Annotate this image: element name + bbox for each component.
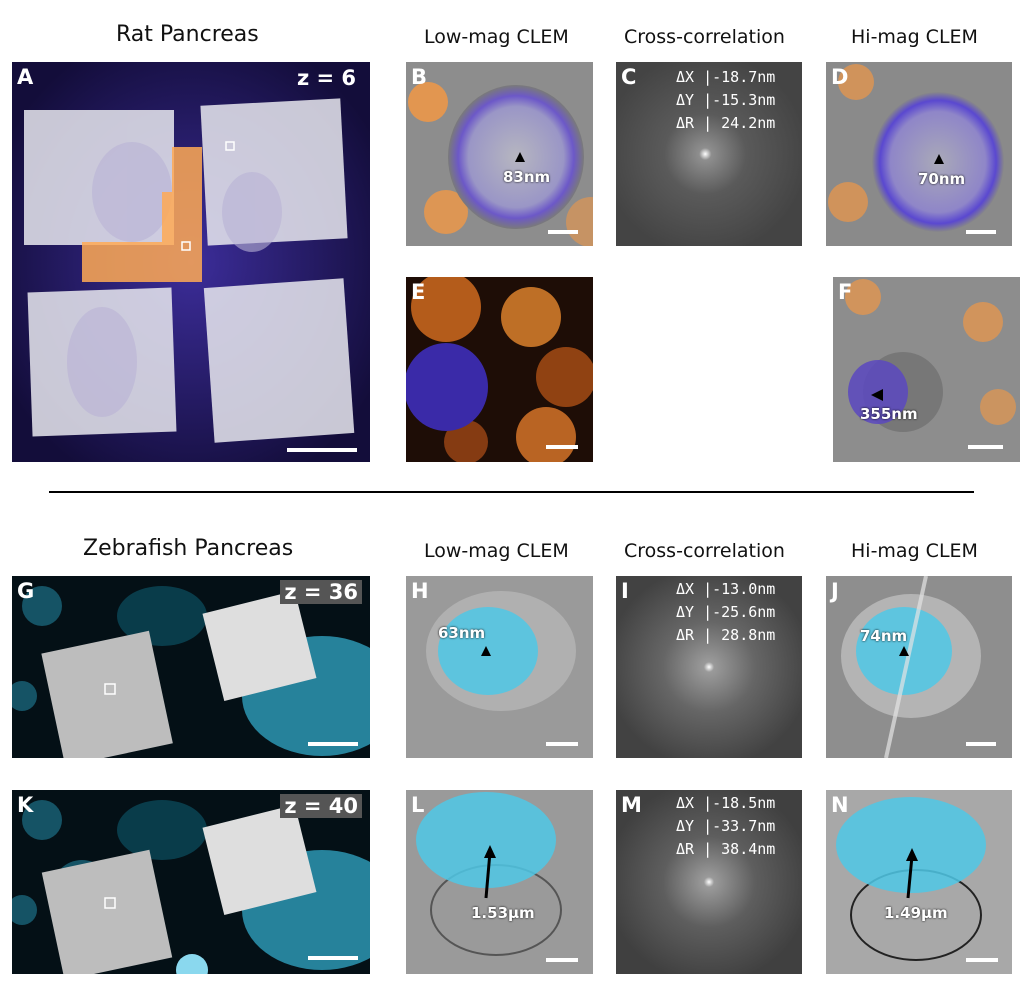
rat-section-title: Rat Pancreas — [116, 22, 259, 47]
panel-a-label: A — [17, 65, 34, 89]
panel-k-image — [12, 790, 370, 974]
panel-g-z-label: z = 36 — [280, 580, 362, 604]
panel-m-dr: ΔR | 38.4nm — [676, 840, 776, 858]
panel-k-label: K — [17, 793, 34, 817]
column-title-cross-correlation: Cross-correlation — [624, 26, 785, 48]
panel-m-cross-correlation: M ΔX |-18.5nm ΔY |-33.7nm ΔR | 38.4nm — [616, 790, 802, 974]
panel-n-image — [826, 790, 1012, 974]
panel-d-hi-mag: D 70nm — [826, 62, 1012, 246]
zebrafish-section-title: Zebrafish Pancreas — [83, 536, 294, 561]
panel-f-hi-mag: F 355nm — [833, 277, 1020, 462]
panel-n-hi-mag: N 1.49µm — [826, 790, 1012, 974]
panel-h-label: H — [411, 579, 429, 603]
panel-l-scale-bar — [546, 958, 578, 962]
panel-a-image — [12, 62, 370, 462]
panel-f-label: F — [838, 280, 853, 304]
panel-j-scale-bar — [966, 742, 996, 746]
panel-n-scale-bar — [966, 958, 998, 962]
panel-n-measure: 1.49µm — [884, 904, 948, 922]
panel-n-label: N — [831, 793, 849, 817]
panel-c-label: C — [621, 65, 637, 89]
panel-h-scale-bar — [546, 742, 578, 746]
panel-m-dy: ΔY |-33.7nm — [676, 817, 776, 835]
panel-c-dr: ΔR | 24.2nm — [676, 114, 776, 132]
panel-b-measure: 83nm — [503, 168, 551, 186]
panel-m-image — [616, 790, 802, 974]
panel-e-fluorescence: E — [406, 277, 593, 462]
panel-g-zebrafish-overview: G z = 36 — [12, 576, 370, 758]
column-title-low-mag: Low-mag CLEM — [424, 26, 569, 48]
panel-i-image — [616, 576, 802, 758]
panel-c-cross-correlation: C ΔX |-18.7nm ΔY |-15.3nm ΔR | 24.2nm — [616, 62, 802, 246]
panel-b-low-mag: B 83nm — [406, 62, 593, 246]
section-divider — [49, 491, 974, 493]
panel-b-image — [406, 62, 593, 246]
panel-i-cross-correlation: I ΔX |-13.0nm ΔY |-25.6nm ΔR | 28.8nm — [616, 576, 802, 758]
panel-d-label: D — [831, 65, 849, 89]
panel-j-measure: 74nm — [860, 627, 908, 645]
panel-c-dy: ΔY |-15.3nm — [676, 91, 776, 109]
panel-h-low-mag: H 63nm — [406, 576, 593, 758]
panel-d-image — [826, 62, 1012, 246]
panel-i-dx: ΔX |-13.0nm — [676, 580, 776, 598]
panel-b-label: B — [411, 65, 428, 89]
panel-c-dx: ΔX |-18.7nm — [676, 68, 776, 86]
column-title-hi-mag: Hi-mag CLEM — [851, 26, 978, 48]
panel-i-dr: ΔR | 28.8nm — [676, 626, 776, 644]
panel-m-label: M — [621, 793, 642, 817]
panel-a-z-label: z = 6 — [296, 66, 356, 90]
panel-a-scale-bar — [287, 448, 357, 452]
panel-l-label: L — [411, 793, 425, 817]
column-title-low-mag-2: Low-mag CLEM — [424, 540, 569, 562]
panel-k-zebrafish-overview: K z = 40 — [12, 790, 370, 974]
panel-b-scale-bar — [548, 230, 578, 234]
panel-d-scale-bar — [966, 230, 996, 234]
column-title-cross-correlation-2: Cross-correlation — [624, 540, 785, 562]
panel-e-label: E — [411, 280, 426, 304]
panel-l-low-mag: L 1.53µm — [406, 790, 593, 974]
panel-g-image — [12, 576, 370, 758]
panel-j-hi-mag: J 74nm — [826, 576, 1012, 758]
panel-c-image — [616, 62, 802, 246]
panel-h-measure: 63nm — [438, 624, 486, 642]
panel-f-image — [833, 277, 1020, 462]
panel-a-rat-overview: A z = 6 — [12, 62, 370, 462]
panel-e-scale-bar — [546, 445, 578, 449]
panel-k-z-label: z = 40 — [280, 794, 362, 818]
panel-h-image — [406, 576, 593, 758]
panel-g-label: G — [17, 579, 35, 603]
panel-i-dy: ΔY |-25.6nm — [676, 603, 776, 621]
panel-g-scale-bar — [308, 742, 358, 746]
panel-j-label: J — [831, 579, 839, 603]
panel-f-scale-bar — [968, 445, 1003, 449]
panel-f-measure: 355nm — [860, 405, 918, 423]
column-title-hi-mag-2: Hi-mag CLEM — [851, 540, 978, 562]
panel-l-measure: 1.53µm — [471, 904, 535, 922]
panel-e-image — [406, 277, 593, 462]
panel-k-scale-bar — [308, 956, 358, 960]
panel-d-measure: 70nm — [918, 170, 966, 188]
panel-j-image — [826, 576, 1012, 758]
panel-i-label: I — [621, 579, 629, 603]
panel-m-dx: ΔX |-18.5nm — [676, 794, 776, 812]
panel-l-image — [406, 790, 593, 974]
